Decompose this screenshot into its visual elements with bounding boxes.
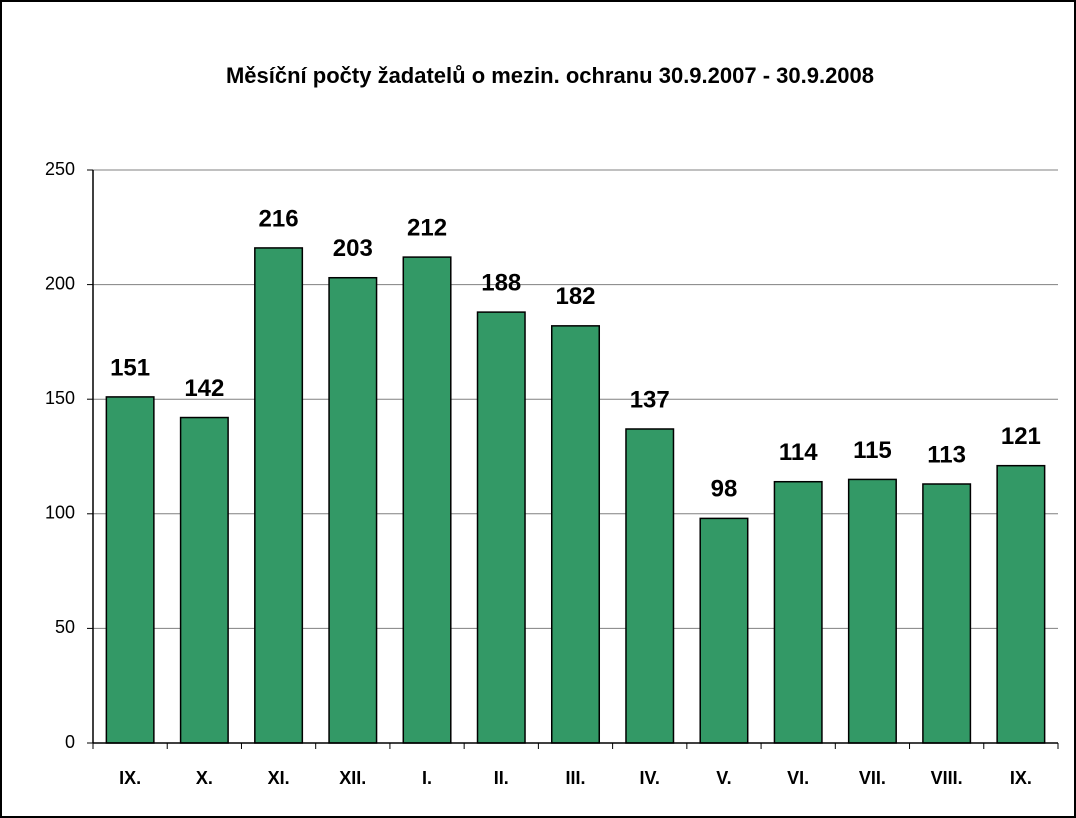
bar	[922, 483, 972, 744]
data-label: 114	[779, 439, 818, 466]
x-tick-label: II.	[494, 768, 509, 788]
data-label: 203	[333, 235, 373, 262]
x-tick-label: IV.	[640, 768, 660, 788]
data-label: 98	[711, 476, 738, 503]
x-tick-label: VII.	[859, 768, 886, 788]
data-label: 115	[853, 437, 892, 464]
bar	[179, 416, 229, 744]
bar	[996, 464, 1046, 744]
x-tick-label: V.	[716, 768, 731, 788]
data-label: 121	[1001, 423, 1041, 450]
data-label: 212	[407, 214, 447, 241]
x-tick-label: IX.	[1010, 768, 1032, 788]
data-label: 182	[555, 283, 595, 310]
y-tick-label: 250	[45, 159, 75, 179]
bar	[476, 311, 526, 744]
bar	[550, 325, 601, 744]
x-tick-label: I.	[422, 768, 432, 788]
y-tick-label: 0	[65, 732, 75, 752]
bar	[254, 247, 304, 744]
data-label: 137	[630, 386, 670, 413]
bar	[402, 256, 452, 744]
bar	[328, 276, 378, 744]
x-tick-label: VIII.	[931, 768, 963, 788]
data-label: 151	[110, 354, 150, 381]
data-label: 188	[481, 269, 521, 296]
bar	[105, 396, 155, 744]
data-label: 216	[259, 205, 299, 232]
bar	[773, 480, 823, 744]
data-label: 113	[927, 441, 966, 468]
data-label: 142	[184, 375, 224, 402]
bar	[847, 478, 897, 744]
y-tick-label: 50	[55, 617, 75, 637]
x-tick-label: XII.	[339, 768, 366, 788]
x-tick-label: IX.	[119, 768, 141, 788]
y-tick-label: 150	[45, 388, 75, 408]
y-tick-label: 200	[45, 273, 75, 293]
x-tick-label: VI.	[787, 768, 809, 788]
x-tick-label: III.	[565, 768, 585, 788]
x-tick-label: X.	[196, 768, 213, 788]
y-tick-label: 100	[45, 503, 75, 523]
x-tick-label: XI.	[268, 768, 290, 788]
bar	[625, 428, 675, 744]
bar	[699, 517, 749, 744]
chart-title: Měsíční počty žadatelů o mezin. ochranu …	[225, 63, 875, 88]
